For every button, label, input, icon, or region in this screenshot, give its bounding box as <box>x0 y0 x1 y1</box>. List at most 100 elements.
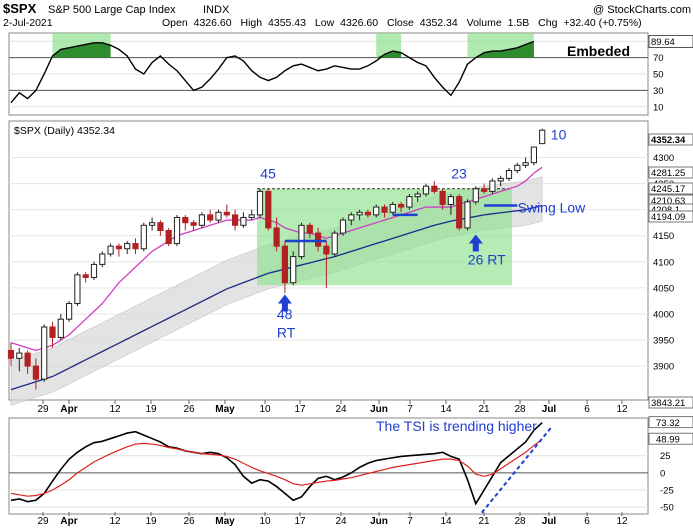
candle-body <box>32 365 39 380</box>
tsi-badge-text: 73.32 <box>656 418 680 429</box>
candle-body <box>381 206 388 213</box>
close-label: Close <box>387 17 414 29</box>
candle-body <box>489 180 496 192</box>
ohlc-summary: Open 4326.60 High 4355.43 Low 4326.60 Cl… <box>162 17 642 29</box>
price-badge <box>648 396 693 409</box>
candle-body <box>373 206 380 216</box>
candle-body <box>7 349 15 359</box>
x-tick-label: Jun <box>370 404 388 415</box>
price-tick-label: 4150 <box>653 231 674 242</box>
price-badge <box>648 210 693 223</box>
candle-body <box>207 214 214 221</box>
up-arrow-icon <box>277 294 292 312</box>
candle-body <box>290 256 297 284</box>
candle-body <box>215 211 222 221</box>
candle-body <box>99 253 106 265</box>
price-tick-label: 4050 <box>653 283 674 294</box>
volume-value: 1.5B <box>508 17 530 29</box>
candle-body <box>348 214 355 221</box>
open-value: 4326.60 <box>194 17 232 29</box>
x-tick-label: 24 <box>335 516 347 527</box>
x-tick-label: 28 <box>514 404 526 415</box>
x-tick-label: 12 <box>109 404 121 415</box>
candle-body <box>472 188 479 203</box>
open-label: Open <box>162 17 188 29</box>
candle-body <box>306 224 313 234</box>
candle-body <box>190 222 197 226</box>
close-value: 4352.34 <box>420 17 458 29</box>
price-badge-text: 4281.25 <box>651 168 685 179</box>
candle-body <box>481 188 488 192</box>
x-tick-label: 17 <box>294 516 306 527</box>
candle-body <box>439 190 446 205</box>
slow-moving-average <box>10 204 543 391</box>
tsi-badge <box>648 432 693 445</box>
price-tick-label: 4300 <box>653 153 674 164</box>
price-badge-text: 4352.34 <box>651 135 686 146</box>
low-value: 4326.60 <box>340 17 378 29</box>
candle-body <box>273 227 280 247</box>
candle-body <box>398 203 405 208</box>
top-shaded-fill <box>52 42 111 58</box>
candle-body <box>149 222 156 226</box>
tsi-tick-label: 0 <box>660 468 665 479</box>
tsi-tick-label: -50 <box>660 503 674 514</box>
candle-body <box>82 274 89 278</box>
price-badge-text: 3843.21 <box>651 398 685 409</box>
x-tick-label: May <box>215 516 235 527</box>
candle-body <box>198 214 206 226</box>
x-tick-label: Jul <box>542 404 557 415</box>
x-tick-label: 7 <box>407 404 413 415</box>
high-value: 4355.43 <box>268 17 306 29</box>
price-annotation: 10 <box>551 126 567 142</box>
low-label: Low <box>315 17 335 29</box>
tsi-badge-text: 48.99 <box>656 434 680 445</box>
x-tick-label: 21 <box>478 404 490 415</box>
x-tick-label: 10 <box>259 404 271 415</box>
chart-date: 2-Jul-2021 <box>3 17 53 29</box>
candle-body <box>522 162 529 166</box>
x-tick-label: 24 <box>335 404 347 415</box>
x-tick-label: 12 <box>109 516 121 527</box>
candle-body <box>497 177 504 182</box>
price-tick-label: 3950 <box>653 336 674 347</box>
candle-body <box>447 196 454 205</box>
index-name: S&P 500 Large Cap Index <box>48 4 176 16</box>
candle-body <box>157 222 164 232</box>
price-annotation: 23 <box>451 165 467 181</box>
top-value-badge-text: 89.64 <box>651 37 675 48</box>
price-badge <box>648 133 693 146</box>
x-tick-label: Apr <box>60 404 77 415</box>
candle-body <box>124 243 131 250</box>
candle-body <box>140 224 147 250</box>
tsi-badge <box>648 416 693 429</box>
top-tick-label: 10 <box>653 102 664 113</box>
candle-body <box>265 190 272 229</box>
top-shaded-fill <box>467 41 534 58</box>
candle-body <box>66 303 73 320</box>
ticker-symbol: $SPX <box>3 1 37 16</box>
top-tick-label: 30 <box>653 86 664 97</box>
candle-body <box>74 274 81 305</box>
candle-body <box>173 216 181 245</box>
x-tick-label: 17 <box>294 404 306 415</box>
candle-body <box>406 196 413 208</box>
x-tick-label: 6 <box>584 516 590 527</box>
candle-body <box>539 129 546 145</box>
price-annotation: 48 <box>277 306 293 322</box>
price-badge-text: 4194.09 <box>651 212 685 223</box>
x-tick-label: 29 <box>37 516 49 527</box>
tsi-signal-line <box>10 438 543 497</box>
x-tick-label: 6 <box>584 404 590 415</box>
price-badge-text: 4245.17 <box>651 184 685 195</box>
exchange-label: INDX <box>203 4 230 16</box>
candle-body <box>182 216 189 224</box>
x-tick-label: May <box>215 404 235 415</box>
candle-body <box>57 318 64 338</box>
x-tick-label: 26 <box>183 516 195 527</box>
candle-body <box>530 146 537 164</box>
candle-body <box>505 170 513 179</box>
x-tick-label: Apr <box>60 516 77 527</box>
tsi-annotation: The TSI is trending higher <box>376 418 537 434</box>
